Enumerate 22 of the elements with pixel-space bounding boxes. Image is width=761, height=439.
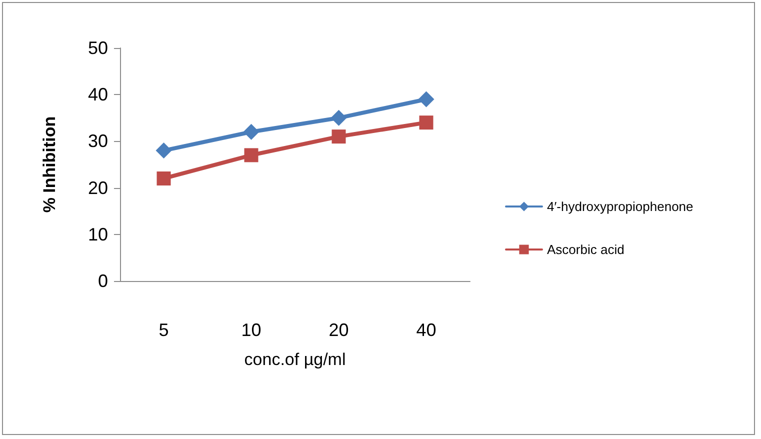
point bbox=[332, 130, 346, 144]
y-axis-title: % Inhibition bbox=[40, 116, 59, 213]
x-tick-label: 5 bbox=[158, 320, 169, 340]
y-tick-label: 30 bbox=[88, 131, 108, 152]
point bbox=[418, 91, 434, 108]
y-tick-label: 40 bbox=[88, 84, 108, 105]
legend-label: Ascorbic acid bbox=[547, 242, 624, 257]
point bbox=[156, 142, 172, 159]
legend-label: 4′-hydroxypropiophenone bbox=[547, 199, 694, 214]
y-tick-label: 20 bbox=[88, 178, 108, 198]
y-tick-label: 0 bbox=[98, 271, 108, 291]
y-tick-label: 10 bbox=[88, 224, 108, 244]
point bbox=[156, 171, 171, 186]
x-tick-label: 20 bbox=[328, 320, 349, 340]
x-tick-label: 10 bbox=[241, 320, 262, 340]
y-tick-label: 50 bbox=[88, 38, 108, 58]
x-tick-label: 40 bbox=[416, 320, 436, 340]
x-axis-title: conc.of µg/ml bbox=[244, 350, 346, 369]
point bbox=[330, 110, 347, 126]
point bbox=[419, 116, 434, 130]
point bbox=[243, 124, 260, 140]
point bbox=[244, 148, 258, 162]
